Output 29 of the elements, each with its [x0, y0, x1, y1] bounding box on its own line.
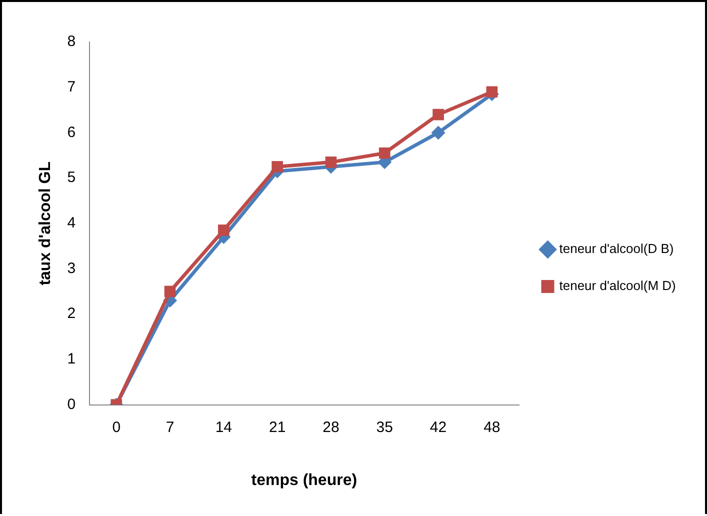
x-tick-label: 48: [484, 418, 500, 436]
y-tick-label: 5: [67, 169, 76, 186]
y-tick-label: 7: [67, 78, 76, 96]
point: [486, 86, 498, 98]
y-tick-label: 8: [67, 33, 76, 50]
point: [432, 108, 444, 120]
y-tick-label: 6: [67, 124, 76, 141]
point: [272, 161, 283, 172]
y-tick-label: 3: [67, 260, 76, 277]
y-tick-label: 1: [67, 350, 76, 368]
x-tick-label: 42: [430, 418, 447, 436]
point: [325, 156, 337, 168]
x-tick-label: 14: [215, 418, 232, 436]
legend-label: teneur d'alcool(D B): [559, 241, 674, 256]
point: [218, 224, 230, 236]
x-tick-label: 35: [376, 418, 393, 436]
legend-label: teneur d'alcool(M D): [559, 278, 676, 294]
x-tick-label: 7: [166, 418, 174, 436]
point: [431, 126, 446, 140]
y-axis-title: taux d'alcool GL: [37, 161, 54, 286]
x-tick-label: 28: [322, 418, 340, 436]
x-axis-title: temps (heure): [251, 472, 358, 489]
y-tick-label: 0: [67, 396, 76, 413]
point: [164, 286, 176, 298]
y-tick-label: 2: [67, 305, 76, 322]
point: [378, 147, 390, 159]
x-tick-label: 0: [112, 418, 121, 436]
x-tick-label: 21: [268, 418, 286, 436]
y-tick-label: 4: [67, 214, 76, 232]
